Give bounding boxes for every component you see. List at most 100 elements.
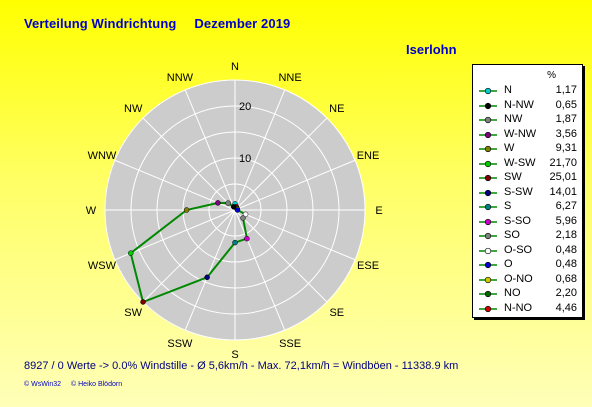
grid-spoke — [184, 209, 236, 331]
data-point — [127, 250, 134, 256]
legend-symbol — [479, 160, 497, 167]
data-point — [232, 239, 238, 246]
copyright: © WsWin32 © Heiko Blödorn — [24, 381, 130, 388]
direction-label: NW — [124, 103, 143, 115]
legend-label: S-SW — [504, 185, 533, 198]
legend-label: W-NW — [504, 127, 537, 140]
legend-value: 25,01 — [549, 171, 577, 183]
direction-label: N — [231, 61, 239, 73]
direction-label: SSE — [279, 338, 301, 350]
legend-label: SW — [504, 171, 522, 183]
legend-label: S — [504, 200, 512, 212]
legend-symbol — [479, 247, 497, 254]
legend-label: N-NW — [504, 98, 534, 111]
direction-label: SSW — [167, 338, 193, 350]
legend-value: 1,17 — [555, 84, 577, 96]
legend-value: 4,46 — [555, 301, 577, 314]
grid-spoke — [142, 209, 236, 303]
legend-value: 5,96 — [555, 214, 577, 227]
grid-spoke — [234, 117, 328, 211]
direction-label: WNW — [88, 150, 117, 162]
legend-entry: W 9,31 — [473, 142, 582, 157]
legend-entry: N 1,17 — [473, 84, 582, 99]
copyright-author: © Heiko Blödorn — [71, 381, 123, 388]
legend-symbol — [479, 189, 497, 196]
grid-spoke — [114, 209, 236, 261]
direction-label: SE — [329, 307, 344, 319]
direction-label: S — [231, 349, 238, 361]
grid-spoke — [234, 209, 356, 261]
legend-label: NW — [504, 113, 523, 125]
legend-symbol — [479, 145, 497, 153]
legend-value: 0,48 — [555, 258, 577, 270]
legend-entry: N-NW 0,65 — [473, 99, 582, 114]
legend-entry: W-NW 3,56 — [473, 128, 582, 143]
direction-label: SW — [124, 307, 142, 319]
grid-spoke — [234, 209, 286, 331]
legend: % N 1,17 N-NW 0,65 NW 1,87 W-NW 3,56 W 9,31 W-SW 21… — [472, 64, 583, 318]
legend-entry: O 0,48 — [473, 258, 582, 273]
direction-label: W — [86, 205, 97, 217]
legend-value: 2,18 — [555, 229, 577, 241]
legend-value: 3,56 — [555, 127, 577, 140]
legend-label: SO — [504, 229, 520, 241]
direction-label: NNW — [167, 72, 194, 84]
legend-label: O-NO — [504, 272, 533, 285]
grid-spoke — [234, 159, 356, 211]
legend-symbol — [479, 87, 497, 95]
legend-value: 0,65 — [555, 98, 577, 111]
legend-entry: O-NO 0,68 — [473, 273, 582, 288]
title-date: Dezember 2019 — [194, 16, 291, 31]
direction-label: NE — [329, 103, 344, 115]
legend-entry: O-SO 0,48 — [473, 244, 582, 259]
legend-entry: S-SO 5,96 — [473, 215, 582, 230]
legend-symbol — [479, 116, 497, 124]
legend-label: N — [504, 84, 512, 96]
legend-value: 6,27 — [555, 200, 577, 212]
legend-label: NO — [504, 287, 521, 299]
legend-value: 1,87 — [555, 113, 577, 125]
grid-spoke — [142, 117, 236, 211]
legend-symbol — [479, 102, 497, 109]
legend-value: 0,48 — [555, 243, 577, 256]
data-point — [204, 274, 210, 281]
radial-tick-label: 10 — [239, 153, 251, 165]
legend-symbol — [479, 232, 497, 240]
legend-label: N-NO — [504, 301, 533, 314]
legend-entry: S-SW 14,01 — [473, 186, 582, 201]
legend-symbol — [479, 218, 497, 225]
title-text: Verteilung Windrichtung — [24, 16, 177, 31]
data-point — [225, 200, 231, 206]
legend-symbol — [479, 290, 497, 298]
data-point — [230, 204, 237, 210]
legend-entry: NW 1,87 — [473, 113, 582, 128]
legend-entry: W-SW 21,70 — [473, 157, 582, 172]
legend-label: S-SO — [504, 214, 531, 227]
direction-label: ESE — [357, 260, 379, 272]
legend-label: O-SO — [504, 243, 533, 256]
data-point — [183, 207, 190, 213]
legend-entry: SW 25,01 — [473, 171, 582, 186]
direction-label: E — [375, 205, 382, 217]
legend-symbol — [479, 174, 497, 182]
legend-symbol — [479, 261, 497, 269]
data-point — [234, 207, 241, 213]
legend-value: 9,31 — [555, 142, 577, 154]
grid-spoke — [184, 89, 236, 211]
data-point — [140, 299, 146, 305]
direction-label: WSW — [88, 260, 117, 272]
direction-label: NNE — [278, 72, 301, 84]
legend-entry: N-NO 4,46 — [473, 302, 582, 317]
legend-label: W-SW — [504, 156, 536, 169]
legend-label: O — [504, 258, 513, 270]
direction-label: ENE — [357, 150, 380, 162]
legend-value: 14,01 — [549, 185, 577, 198]
legend-symbol — [479, 276, 497, 283]
location-label: Iserlohn — [406, 42, 457, 57]
legend-value: 21,70 — [549, 156, 577, 169]
legend-value: 2,20 — [555, 287, 577, 299]
chart-title: Verteilung Windrichtung Dezember 2019 — [24, 16, 290, 31]
data-point — [215, 200, 221, 206]
legend-entry: SO 2,18 — [473, 229, 582, 244]
